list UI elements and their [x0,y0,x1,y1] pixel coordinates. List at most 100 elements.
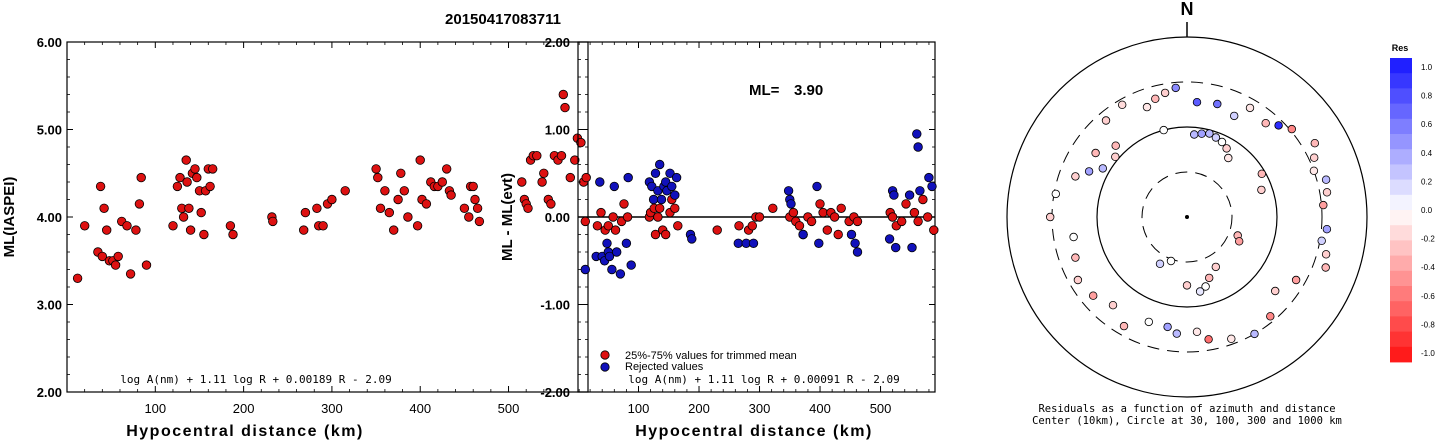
data-point [565,172,576,183]
data-point [412,221,423,231]
residual-point [1211,262,1220,272]
data-point [421,199,432,209]
data-point [846,229,857,240]
data-point [626,260,636,270]
data-point [168,221,178,231]
data-point [97,251,108,262]
colorbar-cell [1390,194,1412,211]
colorbar-tick-label: 0.2 [1421,177,1433,186]
colorbar-cell [1390,179,1412,196]
data-point [190,164,200,174]
y-tick-label: 0.00 [545,210,570,225]
data-point [225,221,236,231]
data-point [608,212,618,222]
legend: 25%-75% values for trimmed mean Rejected… [600,350,797,373]
data-point [517,177,527,187]
residual-point [1111,152,1120,161]
legend-label-trimmed: 25%-75% values for trimmed mean [625,350,797,362]
x-tick-label: 400 [809,401,831,416]
colorbar-cell [1390,316,1412,332]
colorbar-cell [1390,164,1412,180]
colorbar: Res 1.0 0.8 0.6 0.4 0.2 0.0 -0.2 -0.4 -0.6 -0.8 -1… [1390,43,1435,363]
residual-point [1257,185,1266,195]
residual-point [1261,118,1270,128]
legend-label-rejected: Rejected values [625,361,704,373]
ml-label: ML= [749,82,780,99]
residual-point [1084,167,1094,176]
residual-point [1245,103,1255,113]
x-tick-label: 400 [409,401,431,416]
residual-point [1317,236,1326,245]
residual-point [1197,129,1206,138]
data-point [327,194,337,205]
data-point [415,155,425,165]
data-point [175,172,185,183]
data-point [182,177,192,187]
data-point [918,194,928,205]
data-point [596,207,606,218]
data-point [131,225,141,235]
data-point [603,221,614,231]
data-point [913,142,923,152]
colorbar-cell [1390,270,1412,287]
dashed-circle-30km [1141,171,1233,263]
residual-point [1051,189,1060,199]
data-point [79,221,90,231]
caption-line-2: Center (10km), Circle at 30, 100, 300 an… [1032,415,1342,427]
data-point [472,203,483,214]
colorbar-tick-label: -1.0 [1421,349,1435,358]
data-point [734,221,744,231]
data-point [299,225,309,235]
residual-point [1192,97,1202,107]
data-point [655,159,665,170]
colorbar-tick-label: -0.8 [1421,320,1435,329]
residual-point [1217,137,1227,147]
residual-point [1166,256,1176,266]
x-tick-label: 100 [628,401,650,416]
residual-point [1222,144,1231,153]
data-point [581,172,591,183]
residual-point [1234,237,1244,246]
data-point [384,207,395,218]
colorbar-cell [1390,134,1412,150]
data-point [371,164,381,174]
x-tick-label: 200 [688,401,710,416]
residual-point [1117,100,1127,109]
data-point [99,203,109,214]
data-point [446,190,456,200]
residual-point [1322,188,1332,197]
colorbar-cell [1390,103,1412,120]
data-point [687,234,697,244]
data-point [556,150,567,161]
axis-ticks: 100 200 300 400 500 -2.00 -1.00 0.00 1.00 2.00 [540,35,935,416]
data-point [113,251,123,262]
data-point [580,216,591,227]
data-point [389,225,399,235]
data-point [595,177,605,187]
x-tick-label: 500 [870,401,892,416]
residual-point [1172,329,1181,338]
data-point [836,203,846,214]
x-tick-label: 300 [749,401,771,416]
data-point [185,225,196,235]
data-point [375,203,386,214]
residual-point [1155,259,1165,268]
data-point [653,212,663,222]
legend-marker-rejected [600,362,610,372]
colorbar-cell [1390,240,1412,256]
residual-point [1098,164,1107,173]
colorbar-cell [1390,73,1412,89]
x-axis-label: Hypocentral distance (km) [126,423,364,440]
residual-point [1211,133,1221,142]
data-point [891,242,901,253]
data-point [199,229,209,240]
colorbar-cell [1390,346,1412,363]
residual-point [1108,301,1118,310]
colorbar-tick-label: 1.0 [1421,63,1433,72]
data-point [318,221,328,231]
data-point [904,190,915,200]
colorbar-cell [1390,58,1412,74]
residual-point [1213,99,1222,109]
data-point [850,238,860,249]
